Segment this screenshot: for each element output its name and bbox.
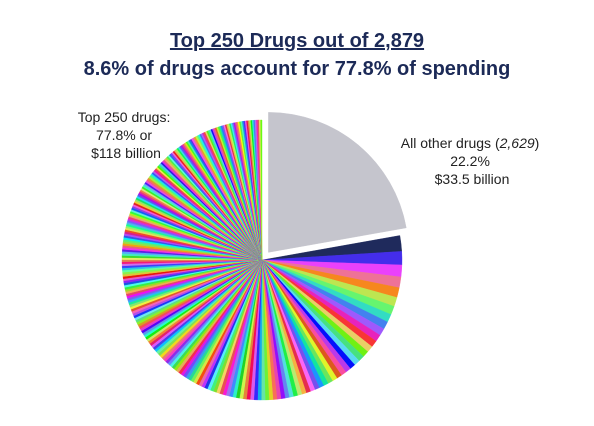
others-label-line1-suffix: ) [535,135,540,151]
slice-all-other-drugs [268,112,407,253]
top250-label-line1: Top 250 drugs: [78,109,171,125]
others-label-count: 2,629 [499,135,535,151]
top250-label: Top 250 drugs: 77.8% or $118 billion [78,109,175,161]
others-label-line1-prefix: All other drugs ( [401,135,500,151]
top250-label-line3: $118 billion [91,145,161,161]
chart-title: Top 250 Drugs out of 2,879 [169,30,425,52]
top250-label-line2: 77.8% or [96,127,152,143]
others-label: All other drugs (2,629) 22.2% $33.5 bill… [401,135,543,187]
others-label-line2: 22.2% [450,153,490,169]
others-label-line3: $33.5 billion [435,171,510,187]
chart-subtitle: 8.6% of drugs account for 77.8% of spend… [83,58,511,80]
pie-slices [121,112,407,401]
slice-top250-drug-250 [260,119,263,261]
